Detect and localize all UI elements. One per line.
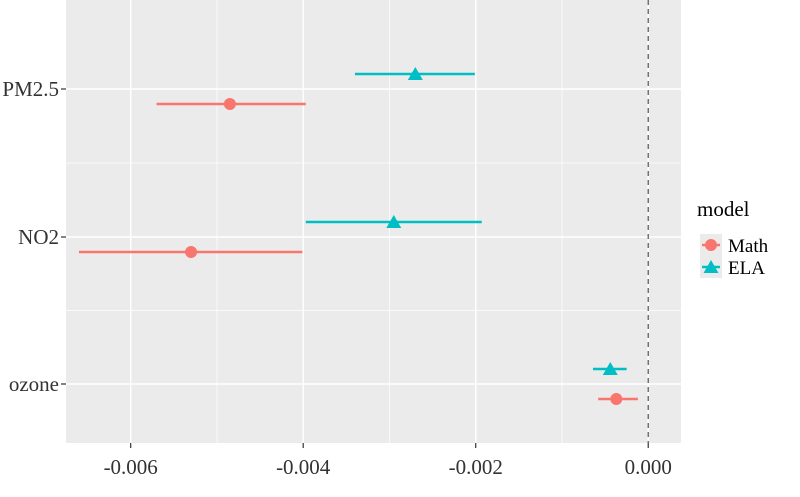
axes: PM2.5 NO2 ozone -0.006 -0.004 -0.002 0.000 (2, 77, 671, 479)
point-math (185, 246, 198, 258)
x-tick-label: -0.004 (276, 455, 331, 479)
y-tick-label: PM2.5 (2, 77, 59, 101)
legend-key-ela (703, 260, 719, 273)
legend-label-ela: ELA (728, 258, 765, 279)
point-math (223, 98, 236, 110)
point-ela (407, 67, 423, 80)
data-marks (78, 67, 638, 405)
x-tick-label: -0.002 (449, 455, 503, 479)
point-math (610, 393, 623, 405)
point-ela (602, 362, 618, 375)
y-tick-label: ozone (9, 372, 59, 396)
legend-title: model (697, 197, 750, 221)
x-tick-label: 0.000 (625, 455, 672, 479)
x-tick-label: -0.006 (104, 455, 158, 479)
y-tick-label: NO2 (18, 225, 59, 249)
legend-key-math (705, 239, 717, 251)
point-ela (386, 215, 402, 228)
legend-label-math: Math (728, 236, 769, 257)
